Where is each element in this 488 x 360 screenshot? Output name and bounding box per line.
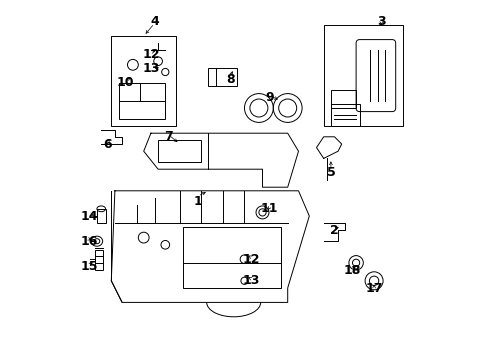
Text: 11: 11 <box>261 202 278 215</box>
Text: 6: 6 <box>103 138 112 150</box>
Bar <box>158 140 201 162</box>
Bar <box>111 36 176 126</box>
Text: 17: 17 <box>365 282 382 294</box>
Text: 12: 12 <box>142 48 159 60</box>
Text: 7: 7 <box>164 130 173 143</box>
Text: 4: 4 <box>150 15 159 28</box>
Text: 9: 9 <box>265 91 273 104</box>
Text: 13: 13 <box>142 62 159 75</box>
Text: 3: 3 <box>376 15 385 28</box>
Text: 1: 1 <box>193 195 202 208</box>
Text: 12: 12 <box>243 253 260 266</box>
Bar <box>330 104 359 126</box>
Bar <box>97 209 106 223</box>
Text: 13: 13 <box>243 274 260 287</box>
Bar <box>208 68 237 86</box>
Text: 16: 16 <box>81 235 98 248</box>
Text: 5: 5 <box>326 166 335 179</box>
Text: 8: 8 <box>225 73 234 86</box>
Bar <box>183 227 280 288</box>
Bar <box>118 83 165 119</box>
Bar <box>330 90 355 108</box>
Text: 18: 18 <box>343 264 361 276</box>
Text: 14: 14 <box>81 210 98 222</box>
Text: 2: 2 <box>329 224 338 237</box>
Text: 10: 10 <box>117 76 134 89</box>
Bar <box>323 25 402 126</box>
Text: 15: 15 <box>81 260 98 273</box>
Bar <box>95 250 103 270</box>
